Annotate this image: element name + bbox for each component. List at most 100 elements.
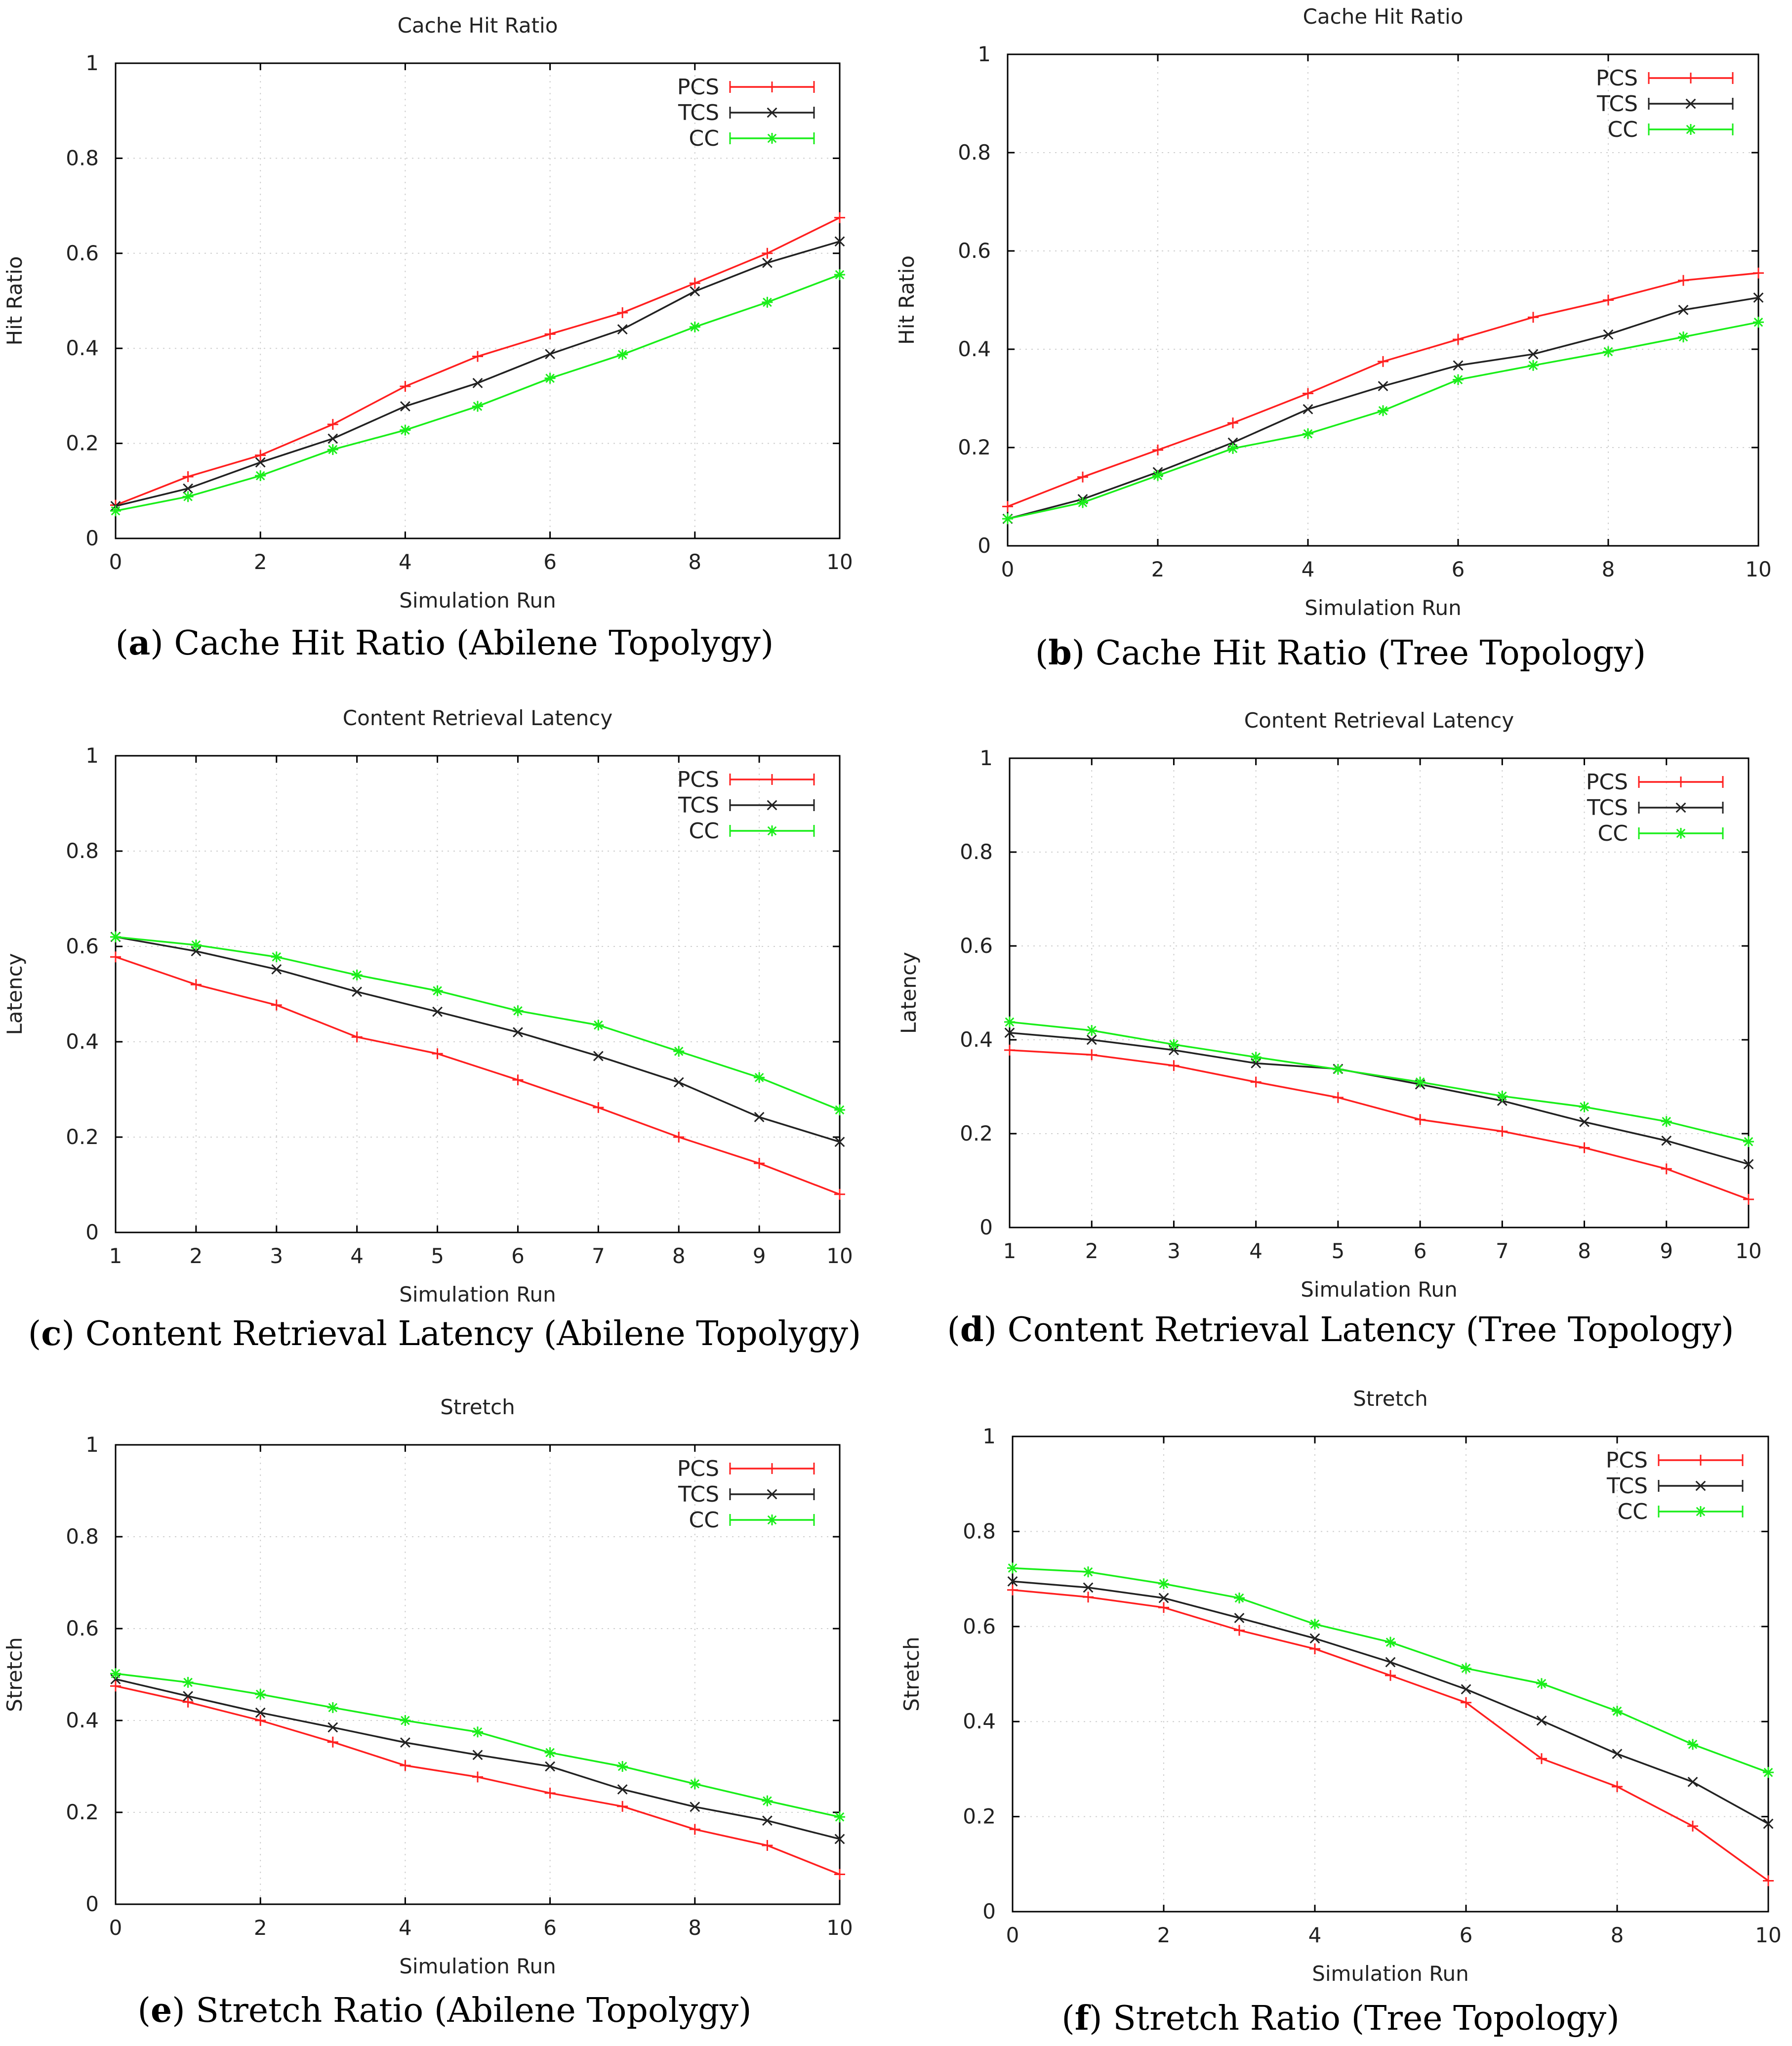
y-tick-label: 0.6	[66, 934, 99, 958]
data-point-pcs	[400, 381, 411, 392]
data-point-tcs	[1158, 1593, 1169, 1603]
x-tick-label: 1	[1003, 1239, 1017, 1263]
data-point-tcs	[593, 1051, 604, 1062]
data-point-cc	[351, 969, 363, 981]
data-point-tcs	[1083, 1582, 1094, 1593]
y-tick-label: 0.6	[958, 239, 991, 263]
data-point-cc	[1528, 360, 1539, 371]
y-tick-label: 1	[85, 1432, 99, 1457]
legend-label-tcs: TCS	[678, 793, 719, 818]
chart-title: Content Retrieval Latency	[1244, 708, 1514, 733]
data-point-cc	[1743, 1136, 1754, 1147]
data-point-pcs	[617, 307, 628, 319]
x-tick-label: 7	[1496, 1239, 1509, 1263]
data-point-pcs	[472, 351, 483, 362]
y-tick-label: 0.2	[66, 1125, 99, 1149]
x-tick-label: 5	[1332, 1239, 1345, 1263]
y-tick-label: 0	[85, 526, 99, 550]
x-tick-label: 2	[1157, 1923, 1171, 1947]
y-tick-label: 0.8	[66, 146, 99, 170]
data-point-tcs	[183, 1691, 194, 1702]
data-point-pcs	[190, 979, 202, 990]
data-point-pcs	[351, 1031, 363, 1043]
data-point-pcs	[1086, 1049, 1098, 1061]
series-line-cc	[1009, 1021, 1749, 1143]
data-point-tcs	[183, 483, 194, 494]
data-point-tcs	[255, 457, 266, 468]
data-point-pcs	[544, 328, 556, 340]
x-tick-label: 2	[254, 1916, 267, 1940]
data-point-cc	[1453, 374, 1464, 385]
chart-title: Content Retrieval Latency	[343, 706, 612, 730]
data-point-cc	[762, 1795, 773, 1806]
data-point-tcs	[1453, 360, 1464, 371]
data-point-cc	[182, 491, 194, 502]
series-line-tcs	[1012, 1580, 1769, 1825]
series-line-pcs	[1009, 1049, 1749, 1200]
data-point-cc	[673, 1046, 685, 1057]
x-tick-label: 7	[592, 1244, 605, 1268]
data-point-pcs	[1378, 356, 1388, 367]
legend-label-pcs: PCS	[1596, 66, 1638, 91]
data-point-pcs	[1002, 501, 1013, 512]
data-point-pcs	[1536, 1753, 1547, 1764]
legend-label-tcs: TCS	[678, 1482, 719, 1507]
x-tick-label: 2	[1085, 1239, 1099, 1263]
x-tick-label: 0	[109, 1916, 122, 1940]
data-point-pcs	[762, 247, 773, 259]
data-point-cc	[617, 1761, 628, 1772]
data-point-cc	[1687, 1739, 1698, 1750]
plot-frame	[115, 1444, 841, 1905]
data-point-pcs	[1007, 1584, 1018, 1596]
data-point-tcs	[1303, 404, 1313, 414]
panel-d: Content Retrieval Latency 0 0.2 0.4 0.6 0.8 1 1…	[889, 692, 1792, 1373]
legend-marker-pcs	[1675, 777, 1686, 787]
x-tick-label: 6	[1414, 1239, 1427, 1263]
data-point-pcs	[255, 450, 266, 461]
chart-c-latency-abilene: Content Retrieval Latency 0 0.2 0.4 0.6 0.8 1 1…	[2, 706, 853, 1307]
x-tick-label: 5	[431, 1244, 444, 1268]
series-line-pcs	[1007, 272, 1759, 508]
x-tick-label: 8	[1578, 1239, 1591, 1263]
data-point-tcs	[327, 433, 338, 444]
data-point-tcs	[1743, 1159, 1754, 1170]
legend-label-cc: CC	[1608, 117, 1638, 142]
data-point-pcs	[271, 999, 282, 1011]
data-point-pcs	[1385, 1670, 1396, 1681]
caption-a: (a) Cache Hit Ratio (Abilene Topolygy)	[115, 623, 774, 663]
legend-marker-pcs	[767, 82, 777, 92]
x-tick-label: 3	[270, 1244, 283, 1268]
y-tick-label: 0	[85, 1220, 99, 1244]
data-point-cc	[1077, 497, 1088, 508]
data-point-cc	[689, 321, 700, 332]
x-tick-label: 8	[672, 1244, 686, 1268]
y-tick-label: 0.6	[960, 934, 993, 958]
data-point-cc	[1753, 317, 1764, 328]
data-point-tcs	[1536, 1715, 1547, 1726]
legend-label-pcs: PCS	[1586, 770, 1628, 795]
x-tick-label: 4	[1249, 1239, 1263, 1263]
data-point-cc	[271, 951, 282, 963]
y-tick-label: 0.8	[963, 1519, 996, 1543]
data-point-cc	[593, 1020, 604, 1031]
y-tick-label: 0.8	[958, 140, 991, 164]
x-tick-label: 10	[1755, 1923, 1781, 1947]
y-tick-label: 0	[977, 533, 991, 558]
data-point-pcs	[1528, 312, 1539, 323]
data-point-tcs	[673, 1077, 684, 1088]
y-axis-label: Hit Ratio	[895, 255, 919, 345]
y-tick-label: 0.2	[963, 1804, 996, 1829]
plot-frame	[115, 755, 841, 1233]
data-point-pcs	[110, 951, 121, 963]
data-point-pcs	[1579, 1142, 1590, 1153]
data-point-tcs	[327, 1722, 338, 1733]
y-tick-label: 1	[85, 51, 99, 75]
data-point-tcs	[545, 1761, 556, 1772]
data-point-pcs	[512, 1074, 524, 1086]
legend-marker-tcs	[1675, 802, 1686, 813]
y-tick-label: 0.8	[66, 839, 99, 863]
data-point-cc	[1612, 1706, 1623, 1717]
data-point-pcs	[593, 1102, 604, 1113]
data-point-pcs	[1753, 267, 1764, 279]
